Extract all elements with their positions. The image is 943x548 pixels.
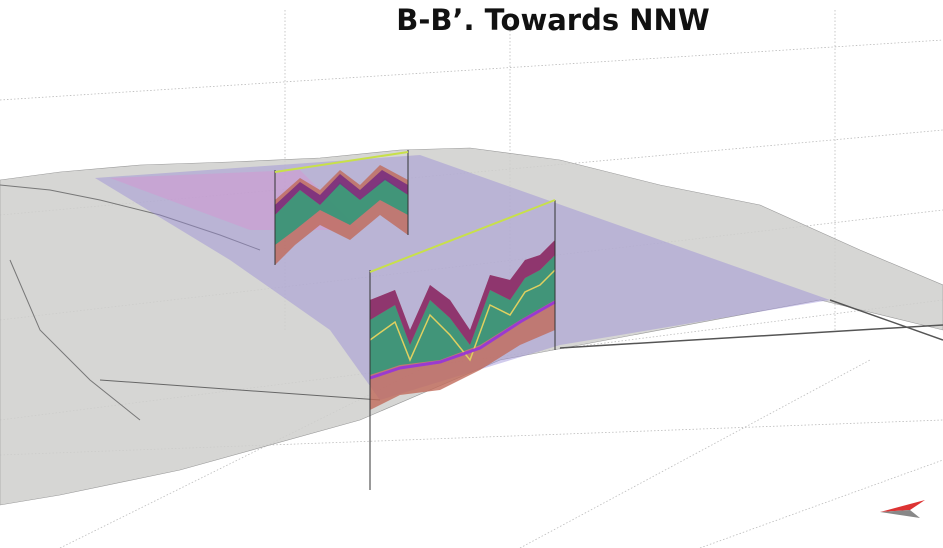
- title: B-B’. Towards NNW: [396, 3, 710, 37]
- page: {"title": "B-B’. Towards NNW"}: [0, 0, 943, 548]
- scene-3d: B-B’. Towards NNW: [0, 0, 943, 548]
- compass-arrow: [880, 500, 925, 518]
